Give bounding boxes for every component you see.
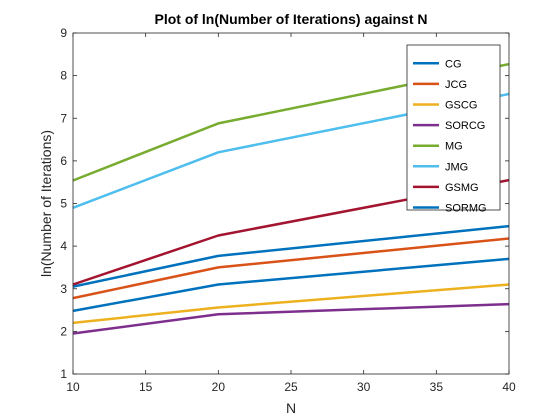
- legend-label-sorcg: SORCG: [445, 120, 485, 132]
- y-axis-label: ln(Number of Iterations): [38, 130, 54, 277]
- y-tick-label: 4: [60, 239, 67, 253]
- x-axis-ticks: 10 15 20 25 30 35 40: [66, 33, 516, 394]
- y-tick-label: 3: [60, 282, 67, 296]
- y-tick-label: 7: [60, 111, 67, 125]
- legend: CG JCG GSCG SORCG MG JMG GSMG SORMG: [406, 44, 501, 215]
- y-tick-label: 6: [60, 154, 67, 168]
- x-tick-label: 30: [357, 380, 371, 394]
- chart-title: Plot of ln(Number of Iterations) against…: [154, 11, 427, 27]
- x-tick-label: 10: [66, 380, 80, 394]
- legend-label-mg: MG: [445, 141, 463, 153]
- y-tick-label: 1: [60, 367, 67, 381]
- legend-label-jcg: JCG: [445, 79, 467, 91]
- y-tick-label: 8: [60, 69, 67, 83]
- legend-items: CG JCG GSCG SORCG MG JMG GSMG SORMG: [413, 58, 487, 215]
- y-tick-label: 5: [60, 197, 67, 211]
- series-line-jcg: [72, 237, 510, 300]
- series-line-cg: [72, 224, 510, 288]
- series-line-gscg: [72, 283, 510, 325]
- y-tick-label: 2: [60, 324, 67, 338]
- x-axis-label: N: [286, 400, 296, 416]
- legend-label-sormg: SORMG: [445, 203, 487, 215]
- x-tick-label: 25: [284, 380, 298, 394]
- series-line-sormg: [72, 257, 510, 313]
- legend-box: [406, 44, 501, 211]
- legend-label-cg: CG: [445, 58, 462, 70]
- series-line-sorcg: [72, 302, 510, 335]
- x-tick-label: 35: [430, 380, 444, 394]
- y-axis-ticks: 1 2 3 4 5 6 7 8 9: [60, 26, 509, 381]
- x-tick-label: 40: [502, 380, 516, 394]
- legend-label-gscg: GSCG: [445, 100, 477, 112]
- legend-label-jmg: JMG: [445, 161, 468, 173]
- x-tick-label: 15: [139, 380, 153, 394]
- legend-label-gsmg: GSMG: [445, 182, 479, 194]
- y-tick-label: 9: [60, 26, 67, 40]
- x-tick-label: 20: [212, 380, 226, 394]
